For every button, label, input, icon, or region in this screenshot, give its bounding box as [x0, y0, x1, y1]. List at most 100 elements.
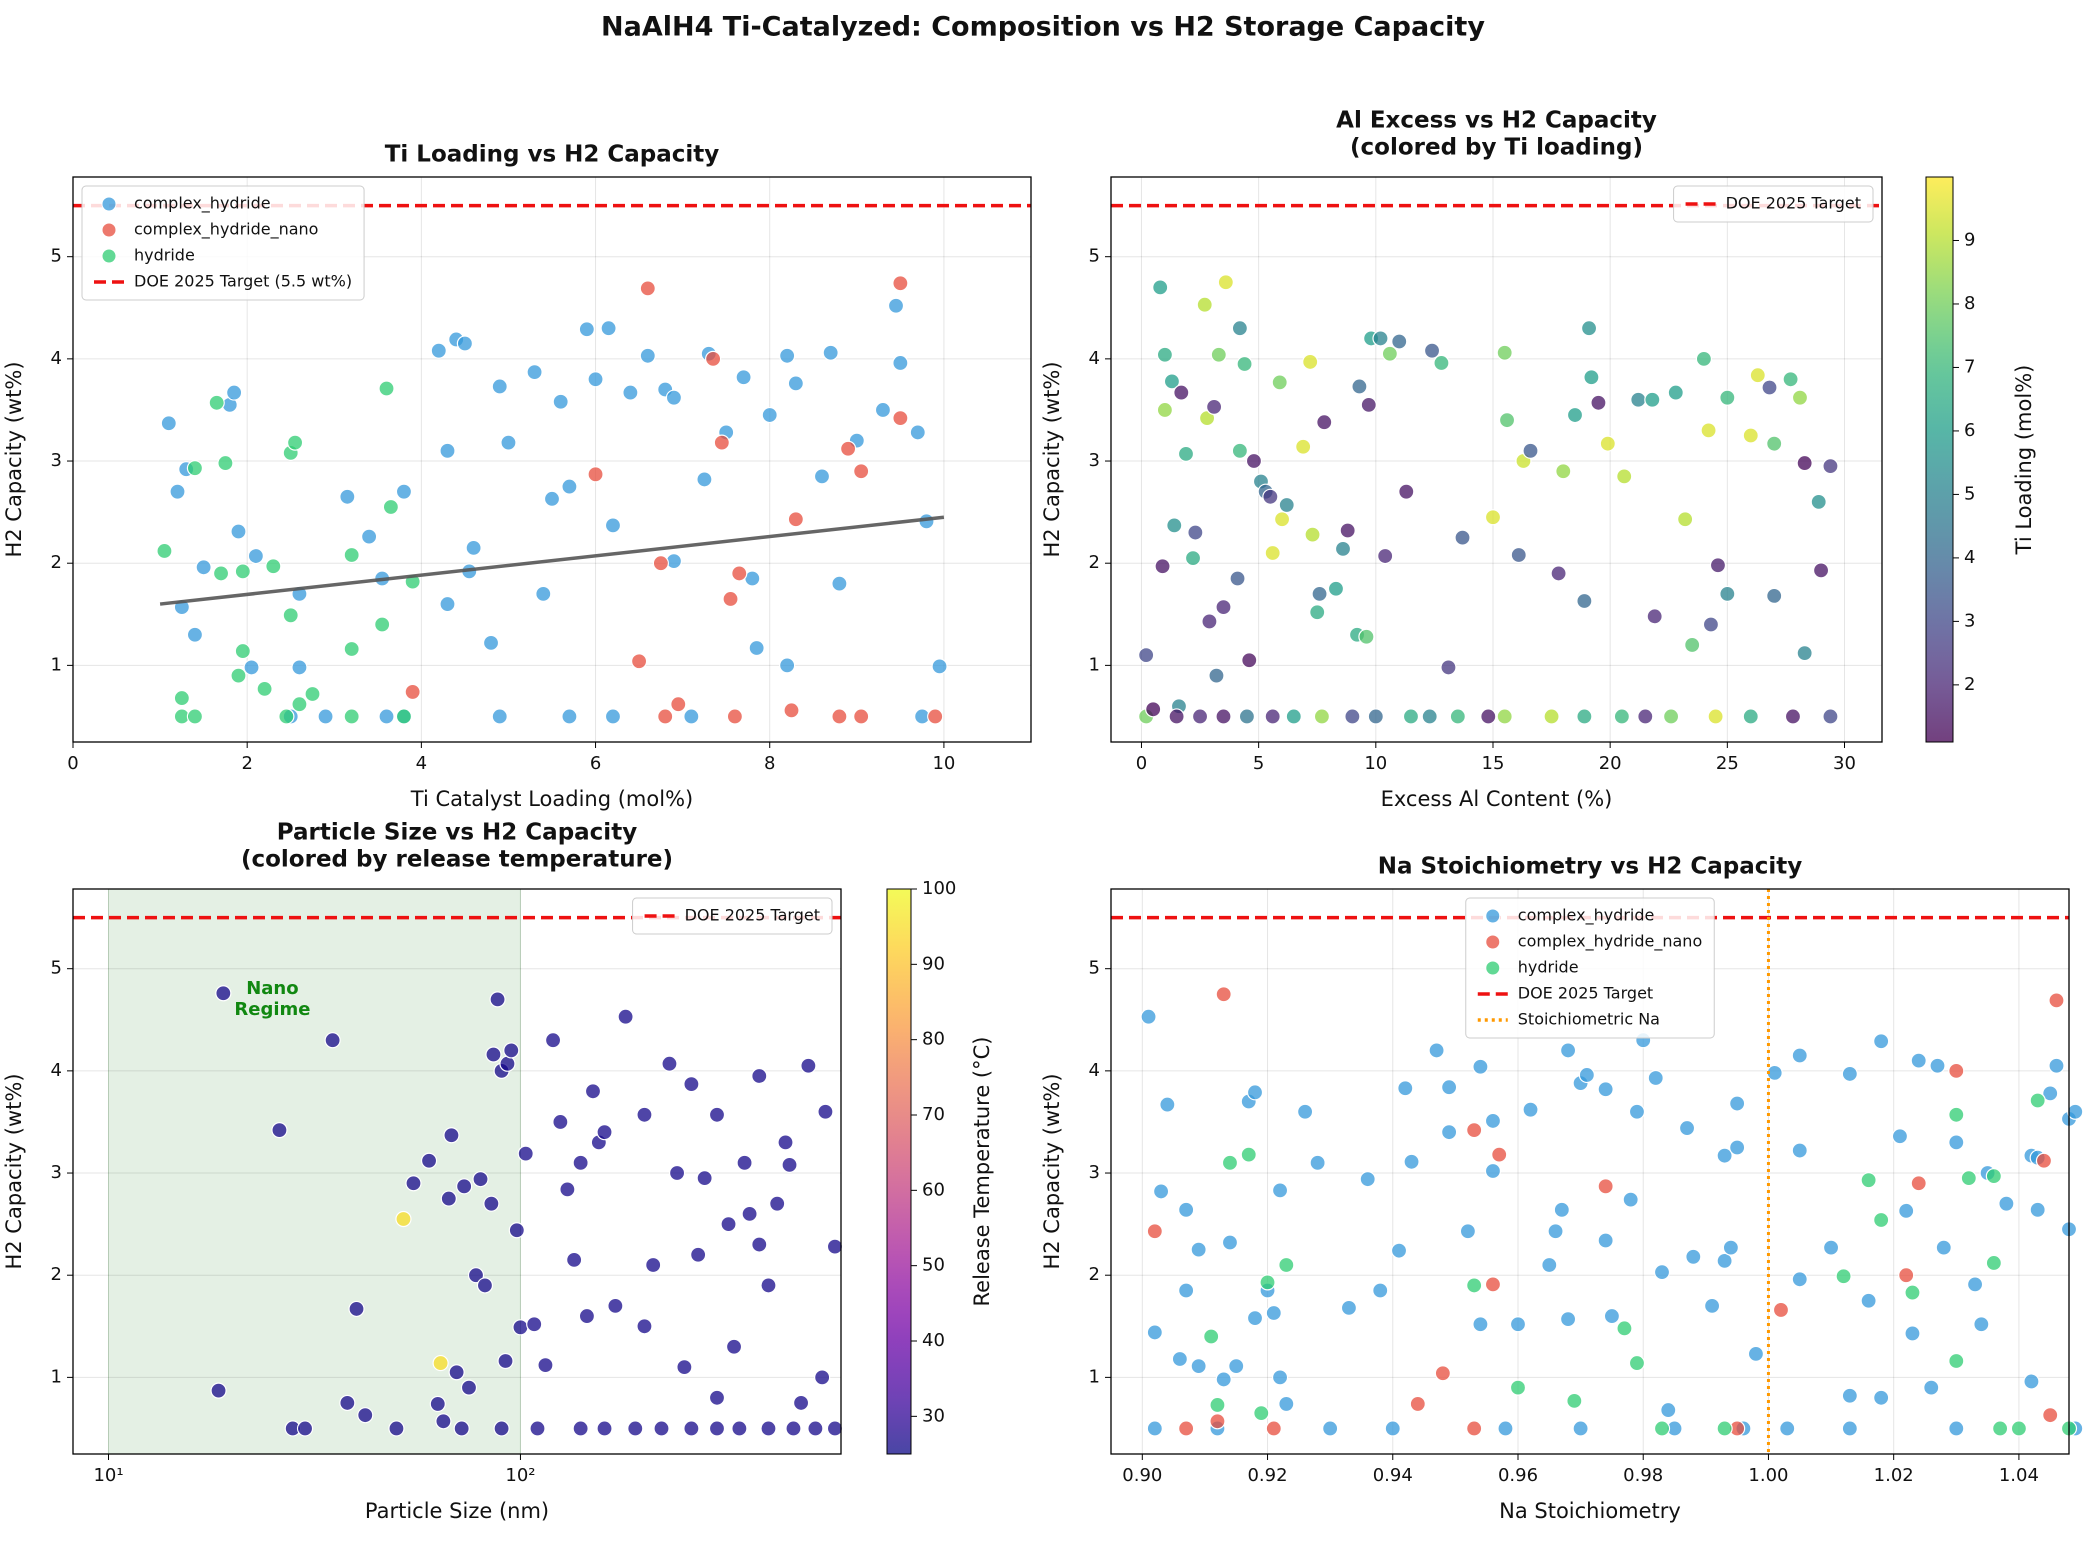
data-point — [339, 488, 356, 505]
data-point — [1210, 346, 1227, 363]
legend-label: DOE 2025 Target (5.5 wt%) — [134, 272, 352, 291]
x-tick-label: 0 — [67, 753, 78, 774]
legend-marker — [1485, 934, 1501, 950]
data-point — [1264, 708, 1281, 725]
data-point — [1644, 391, 1661, 408]
data-point — [1559, 1042, 1577, 1059]
data-point — [1703, 1297, 1721, 1314]
data-point — [1742, 708, 1759, 725]
data-point — [429, 1395, 446, 1413]
data-point — [420, 1152, 438, 1169]
data-point — [1749, 367, 1766, 384]
data-point — [1472, 1058, 1489, 1075]
data-point — [1684, 636, 1701, 654]
data-point — [1597, 1232, 1614, 1249]
x-tick-label: 15 — [1482, 753, 1505, 774]
data-point — [482, 634, 500, 651]
colorbar-tick-label: 5 — [1964, 483, 1975, 504]
x-tick-label: 30 — [1833, 753, 1856, 774]
data-point — [1327, 580, 1345, 597]
data-point — [1302, 353, 1319, 371]
data-point — [2048, 992, 2065, 1009]
data-point — [708, 1106, 726, 1123]
data-point — [1812, 562, 1830, 579]
data-point — [382, 498, 399, 516]
data-point — [1578, 1066, 1595, 1084]
data-point — [1231, 442, 1248, 459]
data-point — [1784, 708, 1802, 725]
data-point — [2029, 1201, 2046, 1218]
data-point — [1264, 544, 1281, 562]
data-point — [584, 1083, 602, 1100]
data-point — [1590, 394, 1607, 411]
data-point — [1677, 511, 1694, 528]
data-point — [683, 1420, 700, 1437]
data-point — [887, 297, 905, 314]
data-point — [1367, 708, 1384, 725]
data-point — [909, 424, 926, 441]
data-point — [1646, 608, 1663, 625]
data-point — [1796, 454, 1813, 472]
data-point — [1667, 384, 1684, 401]
legend: DOE 2025 Target — [1673, 185, 1874, 223]
data-point — [1285, 708, 1302, 725]
data-point — [1215, 986, 1232, 1003]
data-point — [853, 708, 870, 725]
data-point — [831, 575, 848, 592]
data-point — [1201, 613, 1218, 630]
data-point — [2035, 1152, 2053, 1169]
data-point — [317, 708, 334, 725]
data-point — [2010, 1420, 2028, 1437]
data-point — [1241, 652, 1258, 669]
data-point — [1985, 1167, 2002, 1185]
data-point — [1245, 452, 1263, 470]
data-point — [1860, 1172, 1877, 1189]
y-tick-label: 3 — [51, 1162, 62, 1183]
data-point — [1390, 1242, 1408, 1259]
data-point — [1156, 346, 1173, 363]
colorbar-tick-label: 7 — [1964, 356, 1975, 377]
data-point — [1297, 1103, 1314, 1120]
data-point — [526, 364, 543, 381]
data-point — [792, 1394, 810, 1412]
colorbar-tick-label: 90 — [922, 953, 945, 974]
data-point — [741, 1205, 758, 1223]
data-point — [1262, 488, 1279, 505]
data-point — [1910, 1175, 1927, 1192]
data-point — [1498, 412, 1516, 429]
data-point — [1722, 1239, 1739, 1256]
data-point — [456, 335, 474, 352]
data-point — [343, 640, 360, 658]
y-tick-label: 3 — [1089, 1162, 1100, 1183]
data-point — [1351, 378, 1368, 395]
data-point — [636, 1318, 653, 1335]
subplot-title: (colored by release temperature) — [241, 847, 673, 873]
data-point — [247, 547, 264, 565]
data-point — [1904, 1325, 1921, 1342]
data-point — [572, 1154, 589, 1171]
colorbar-label: Ti Loading (mol%) — [2012, 365, 2036, 556]
y-tick-label: 4 — [1089, 348, 1100, 369]
data-point — [630, 653, 648, 670]
data-point — [1271, 1369, 1289, 1386]
data-point — [378, 380, 395, 397]
x-tick-label: 2 — [241, 753, 252, 774]
x-axis-label: Na Stoichiometry — [1499, 1499, 1681, 1523]
data-point — [596, 1420, 613, 1437]
data-point — [722, 590, 739, 608]
data-point — [1156, 401, 1173, 419]
data-point — [1358, 628, 1375, 645]
axes-frame — [1110, 176, 1883, 743]
data-point — [696, 1170, 713, 1187]
data-point — [726, 708, 743, 725]
data-point — [1184, 549, 1202, 567]
data-point — [1782, 371, 1799, 388]
data-point — [1966, 1276, 1984, 1293]
data-point — [708, 1420, 726, 1437]
y-tick-label: 3 — [1089, 450, 1100, 471]
data-point — [596, 1124, 613, 1141]
data-point — [1898, 1202, 1915, 1219]
data-point — [1377, 547, 1394, 565]
data-point — [343, 708, 360, 725]
data-point — [751, 1236, 768, 1253]
